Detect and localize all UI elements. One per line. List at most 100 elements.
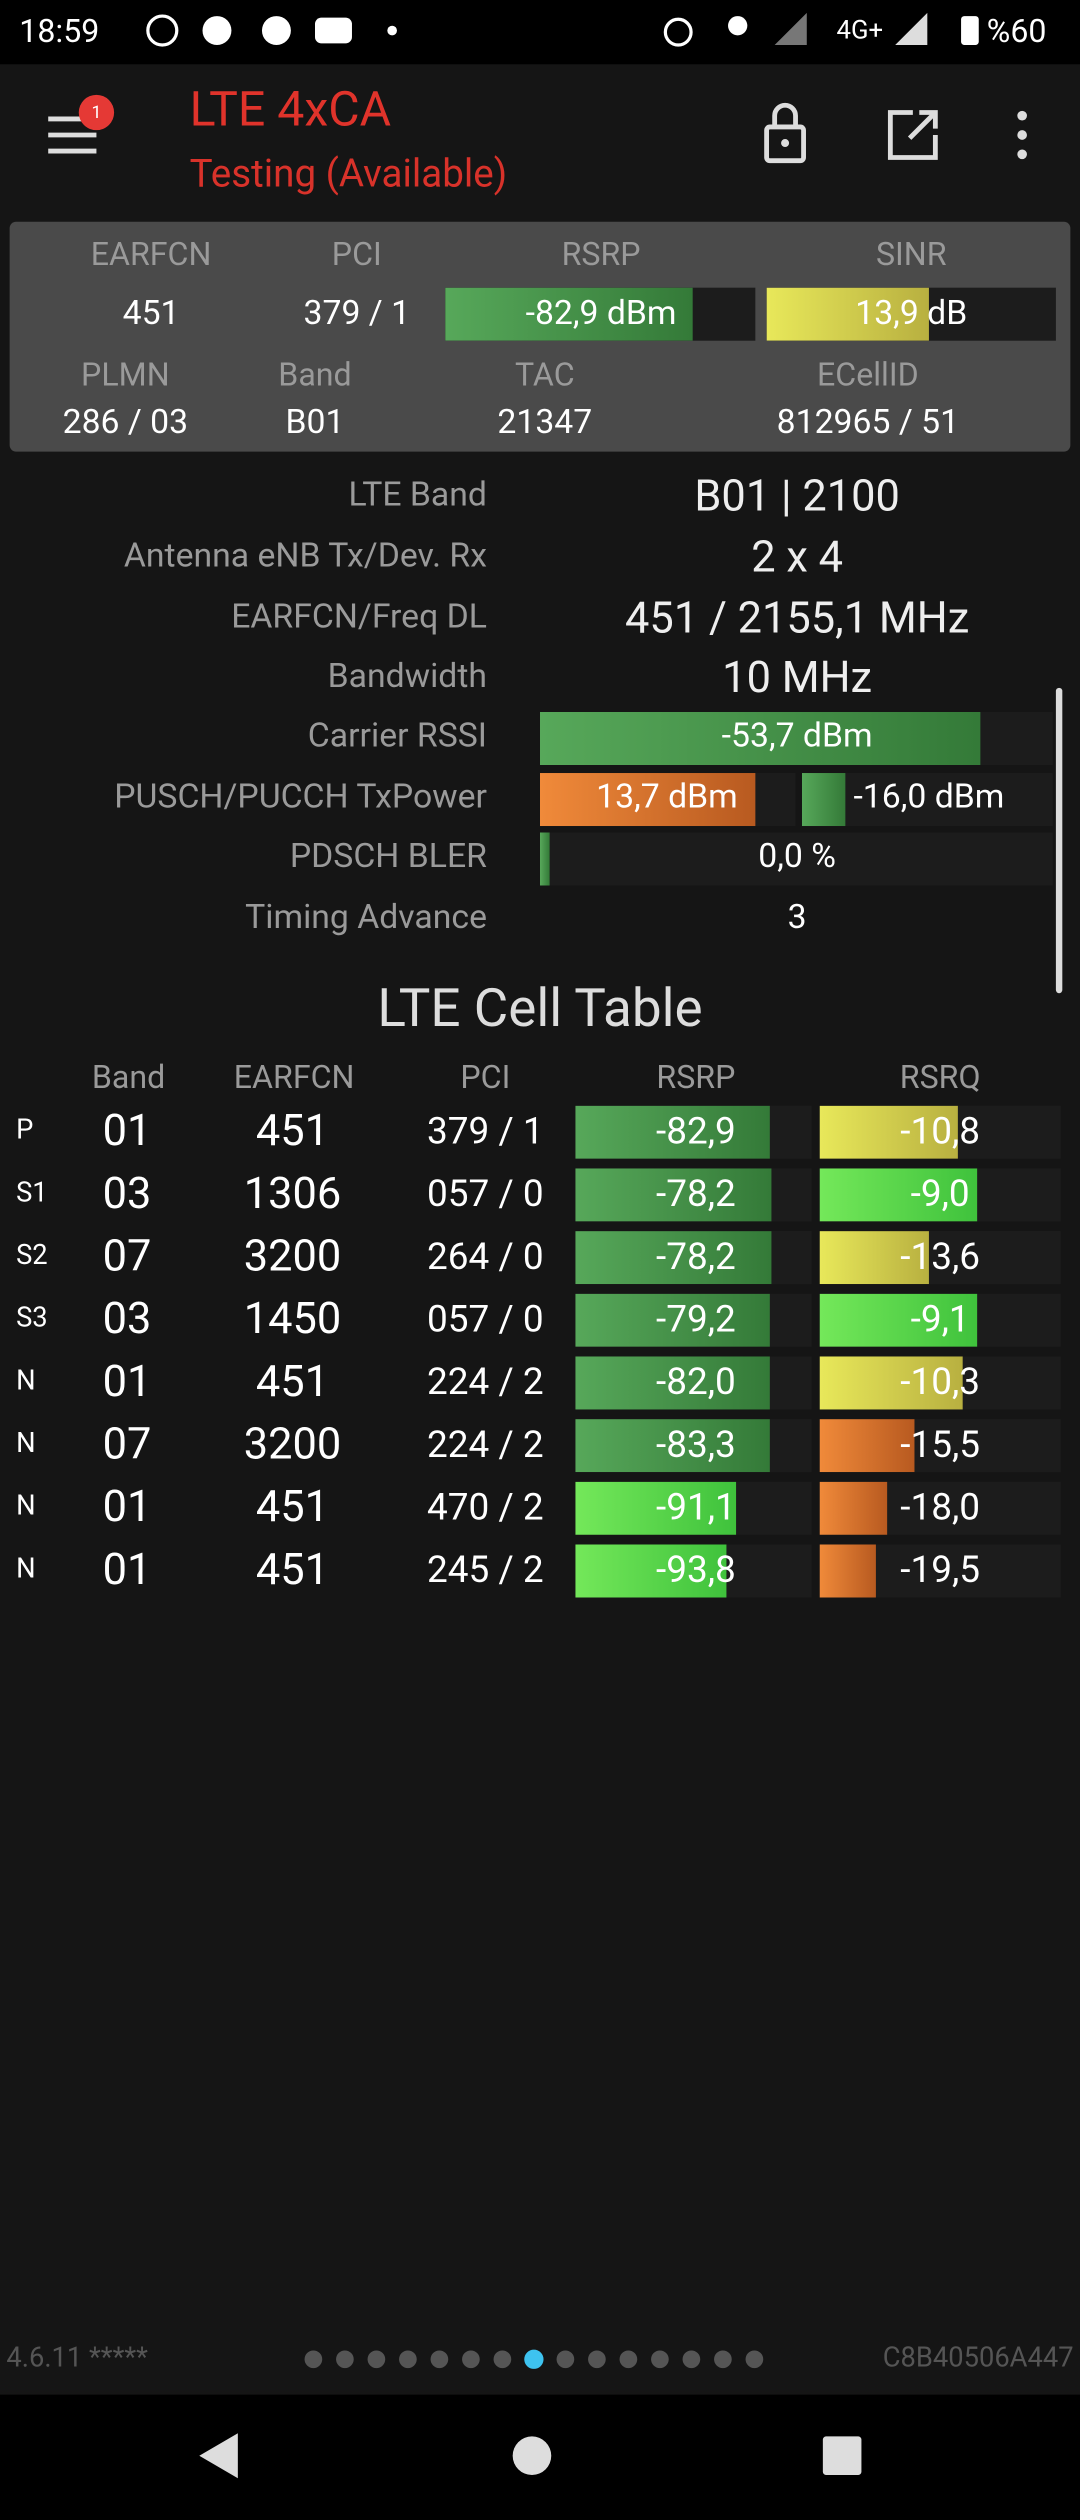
cell-pci: 379 / 1 [427, 1109, 544, 1154]
summary-label: SINR [875, 234, 947, 274]
rsrq-cell-bar-fill [819, 1418, 914, 1472]
cell-rsrp: -93,8 [655, 1548, 736, 1592]
cell-rsrq: -13,6 [900, 1235, 981, 1279]
page-dot[interactable] [493, 2350, 512, 2369]
page-dot[interactable] [745, 2350, 764, 2369]
rsrp-cell-bar-fill [575, 1355, 770, 1409]
rssi-bar [540, 711, 1053, 765]
lock-dot [781, 139, 790, 148]
detail-value: 13,7 dBm [596, 778, 738, 818]
cell-band: 01 [102, 1104, 152, 1157]
rsrp-bar [445, 286, 756, 340]
status-bar [0, 0, 1080, 65]
cell-pci: 224 / 2 [427, 1360, 544, 1404]
cell-earfcn: 451 [255, 1355, 330, 1408]
page-dot[interactable] [556, 2350, 575, 2369]
detail-label: Timing Advance [245, 899, 487, 938]
more-button[interactable] [1017, 110, 1027, 160]
page-dot[interactable] [462, 2350, 480, 2369]
detail-label: Carrier RSSI [307, 717, 487, 757]
bler-bar-fill [540, 831, 551, 885]
rsrq-cell-bar-fill [819, 1292, 977, 1346]
detail-value: 451 / 2155,1 MHz [625, 592, 970, 644]
page-dot[interactable] [651, 2350, 669, 2369]
cell-pci: 057 / 0 [427, 1172, 544, 1216]
cell-earfcn: 3200 [243, 1418, 342, 1470]
app-version: 4.6.11 ***** [6, 2342, 148, 2375]
detail-value: 3 [787, 899, 807, 938]
column-header: PCI [460, 1057, 511, 1097]
cell-earfcn: 3200 [243, 1230, 342, 1282]
page-dot[interactable] [682, 2350, 701, 2369]
cell-band: 01 [102, 1355, 152, 1408]
summary-value: 379 / 1 [303, 294, 411, 334]
rsrq-cell-bar [819, 1230, 1061, 1284]
page-dot[interactable] [619, 2350, 638, 2369]
cell-rsrq: -9,0 [910, 1172, 970, 1216]
bler-bar [540, 831, 1053, 885]
column-header: RSRQ [899, 1057, 981, 1097]
cell-rsrp: -82,0 [655, 1360, 736, 1404]
cell-rsrp: -78,2 [655, 1172, 736, 1216]
rsrq-cell-bar-fill [819, 1543, 876, 1597]
lock-button[interactable] [764, 102, 806, 164]
cell-type: N [16, 1490, 36, 1523]
summary-label: PCI [331, 234, 382, 274]
rsrq-cell-bar-fill [819, 1167, 977, 1221]
detail-value: 10 MHz [722, 651, 873, 704]
badge-count: 1 [91, 102, 102, 123]
rsrp-cell-bar [575, 1104, 812, 1158]
summary-value: 13,9 dB [855, 294, 968, 334]
rsrq-cell-bar [819, 1355, 1061, 1409]
detail-value: 0,0 % [758, 838, 836, 877]
page-dot[interactable] [367, 2350, 386, 2369]
cell-earfcn: 451 [255, 1104, 330, 1157]
page-dot[interactable] [588, 2350, 606, 2369]
detail-value: B01 | 2100 [694, 470, 900, 522]
page-dot[interactable] [304, 2350, 323, 2369]
cell-rsrp: -83,3 [655, 1423, 736, 1467]
rsrp-cell-bar [575, 1355, 812, 1409]
cell-band: 03 [102, 1167, 152, 1220]
rsrq-cell-bar-fill [819, 1480, 888, 1535]
page-dot[interactable] [336, 2350, 354, 2369]
cell-rsrq: -10,8 [900, 1109, 981, 1154]
cell-rsrq: -15,5 [900, 1423, 981, 1467]
summary-value: -82,9 dBm [525, 294, 677, 334]
cell-pci: 224 / 2 [427, 1423, 544, 1467]
page-dot[interactable] [399, 2350, 417, 2369]
page-dot[interactable] [524, 2349, 544, 2369]
share-button[interactable] [887, 110, 938, 160]
summary-label: ECellID [817, 355, 919, 394]
rsrp-cell-bar [575, 1418, 812, 1472]
rsrp-cell-bar [575, 1480, 812, 1535]
page-dot[interactable] [714, 2350, 732, 2369]
summary-value: 286 / 03 [62, 404, 189, 443]
badge [78, 94, 115, 131]
cell-type: N [16, 1365, 36, 1398]
cell-pci: 264 / 0 [427, 1235, 544, 1279]
cell-band: 01 [102, 1543, 152, 1596]
detail-label: PUSCH/PUCCH TxPower [114, 778, 487, 818]
back-button[interactable] [199, 2433, 238, 2479]
page-dot[interactable] [430, 2350, 449, 2369]
cell-rsrq: -18,0 [900, 1485, 981, 1530]
recents-button[interactable] [822, 2436, 862, 2475]
summary-value: B01 [285, 404, 345, 443]
cell-type: N [16, 1427, 36, 1461]
rsrp-bar-fill [445, 286, 694, 340]
cell-pci: 057 / 0 [427, 1297, 544, 1342]
rsrq-cell-bar [819, 1292, 1061, 1346]
rsrq-cell-bar [819, 1480, 1061, 1535]
rsrq-cell-bar [819, 1418, 1061, 1472]
column-header: Band [91, 1057, 166, 1097]
summary-value: 451 [122, 294, 180, 334]
home-button[interactable] [512, 2436, 552, 2475]
clock: 18:59 [19, 11, 100, 50]
detail-label: LTE Band [348, 476, 487, 516]
cell-band: 07 [102, 1230, 152, 1282]
summary-label: PLMN [81, 355, 170, 394]
app-subtitle: Testing (Available) [189, 151, 508, 197]
rsrp-cell-bar-fill [575, 1167, 772, 1221]
